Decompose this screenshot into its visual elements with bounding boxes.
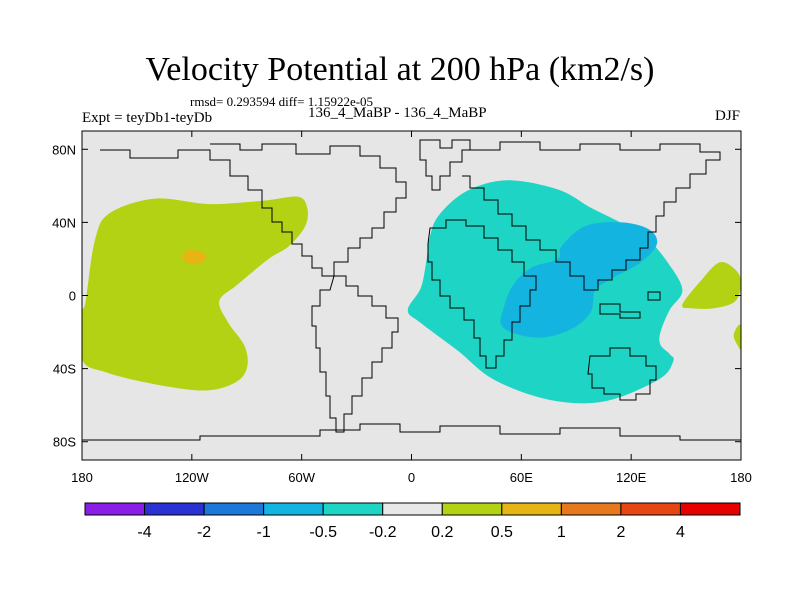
coast-europe-asia bbox=[462, 141, 721, 291]
colorbar-label: -0.5 bbox=[309, 524, 337, 541]
x-tick-label: 180 bbox=[730, 470, 752, 485]
region-positive-core-east-pacific bbox=[182, 249, 207, 265]
y-tick-label: 80N bbox=[52, 142, 76, 157]
y-tick-label: 0 bbox=[69, 289, 76, 304]
colorbar-label: 2 bbox=[616, 524, 625, 541]
coast-africa bbox=[427, 219, 537, 369]
contour-regions bbox=[82, 180, 741, 404]
region-positive-pacific-edge bbox=[733, 324, 741, 350]
coast-south-america bbox=[311, 275, 399, 433]
colorbar-swatch bbox=[203, 502, 265, 516]
colorbar-label: 4 bbox=[676, 524, 685, 541]
x-tick-label: 120W bbox=[175, 470, 210, 485]
colorbar-swatch bbox=[382, 502, 443, 516]
y-tick-label: 80S bbox=[53, 435, 76, 450]
colorbar-label: -2 bbox=[197, 524, 211, 541]
colorbar-swatch bbox=[560, 502, 622, 516]
x-tick-label: 60W bbox=[288, 470, 315, 485]
colorbar-swatch bbox=[144, 502, 205, 516]
colorbar-swatch bbox=[84, 502, 146, 516]
y-axis: 80N 40N 0 40S 80S bbox=[52, 142, 741, 450]
coast-australia bbox=[587, 347, 657, 401]
colorbar-swatch bbox=[322, 502, 384, 516]
colorbar: -4 -2 -1 -0.5 -0.2 0.2 0.5 1 2 4 bbox=[84, 502, 741, 541]
y-tick-label: 40S bbox=[53, 362, 76, 377]
coast-maritime-islands bbox=[599, 291, 661, 319]
y-tick-label: 40N bbox=[52, 215, 76, 230]
region-positive-west-pacific-americas bbox=[82, 196, 308, 391]
experiment-label: Expt = teyDb1-teyDb bbox=[82, 110, 213, 126]
coastlines bbox=[82, 139, 741, 441]
colorbar-swatch bbox=[620, 502, 681, 516]
coast-antarctica bbox=[82, 423, 741, 441]
region-positive-pacific-small bbox=[682, 262, 741, 309]
colorbar-label: -1 bbox=[257, 524, 271, 541]
colorbar-swatch bbox=[501, 502, 562, 516]
colorbar-label: 1 bbox=[557, 524, 566, 541]
x-axis: 180 120W 60W 0 60E 120E 180 bbox=[71, 131, 752, 485]
colorbar-label: -4 bbox=[137, 524, 151, 541]
colorbar-label: 0.2 bbox=[431, 524, 453, 541]
colorbar-swatch bbox=[679, 502, 741, 516]
colorbar-label: 0.5 bbox=[491, 524, 513, 541]
x-tick-label: 60E bbox=[510, 470, 533, 485]
coast-north-america bbox=[100, 143, 407, 277]
colorbar-swatch bbox=[263, 502, 324, 516]
season-label: DJF bbox=[714, 108, 740, 124]
x-tick-label: 180 bbox=[71, 470, 93, 485]
colorbar-label: -0.2 bbox=[369, 524, 397, 541]
colorbar-swatch bbox=[441, 502, 503, 516]
region-negative-core-maritime bbox=[500, 222, 658, 338]
stats-text: rmsd= 0.293594 diff= 1.15922e-05 bbox=[190, 94, 374, 109]
chart-title: Velocity Potential at 200 hPa (km2/s) bbox=[145, 51, 655, 88]
runs-label: 136_4_MaBP - 136_4_MaBP bbox=[308, 105, 487, 121]
x-tick-label: 120E bbox=[616, 470, 647, 485]
x-tick-label: 0 bbox=[408, 470, 415, 485]
coast-greenland bbox=[419, 139, 471, 191]
